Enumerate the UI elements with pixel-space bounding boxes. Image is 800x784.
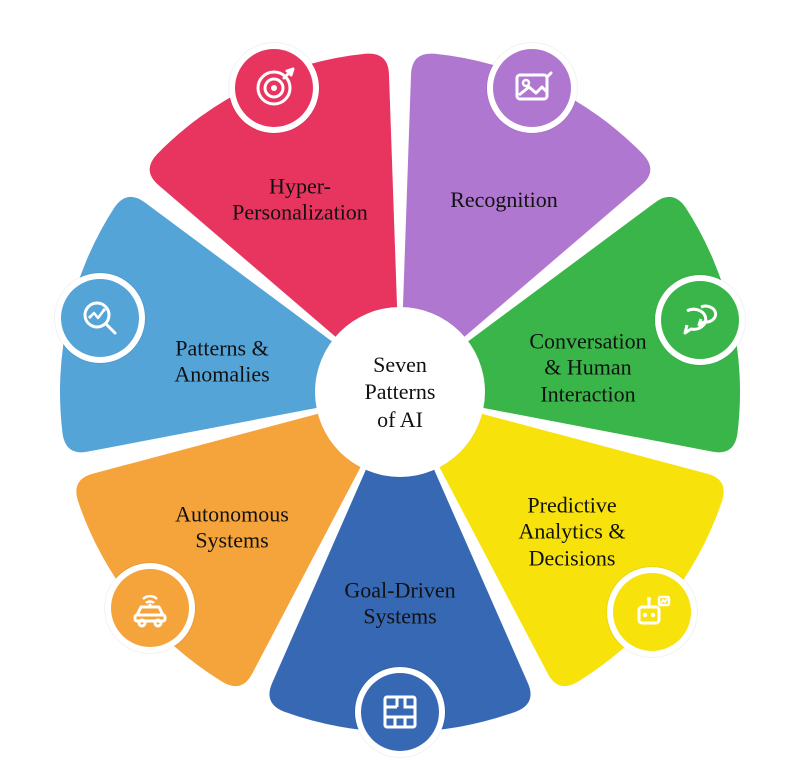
image-icon bbox=[487, 43, 577, 133]
magnifier-icon bbox=[55, 273, 145, 363]
center-title: Seven Patterns of AI bbox=[365, 351, 436, 434]
robot-icon bbox=[607, 567, 697, 657]
seven-patterns-diagram: { "diagram": { "type": "infographic", "w… bbox=[0, 0, 800, 784]
maze-icon bbox=[355, 667, 445, 757]
target-icon bbox=[229, 43, 319, 133]
chat-icon bbox=[655, 275, 745, 365]
car-icon bbox=[105, 563, 195, 653]
center-circle: Seven Patterns of AI bbox=[315, 307, 485, 477]
